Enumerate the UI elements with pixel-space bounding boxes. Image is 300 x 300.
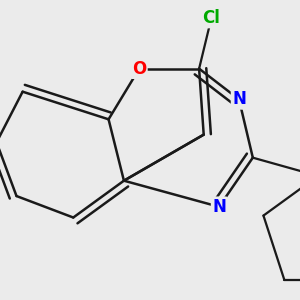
Text: N: N (212, 198, 226, 216)
Text: N: N (232, 90, 246, 108)
Text: Cl: Cl (202, 9, 220, 27)
Text: O: O (132, 60, 146, 78)
